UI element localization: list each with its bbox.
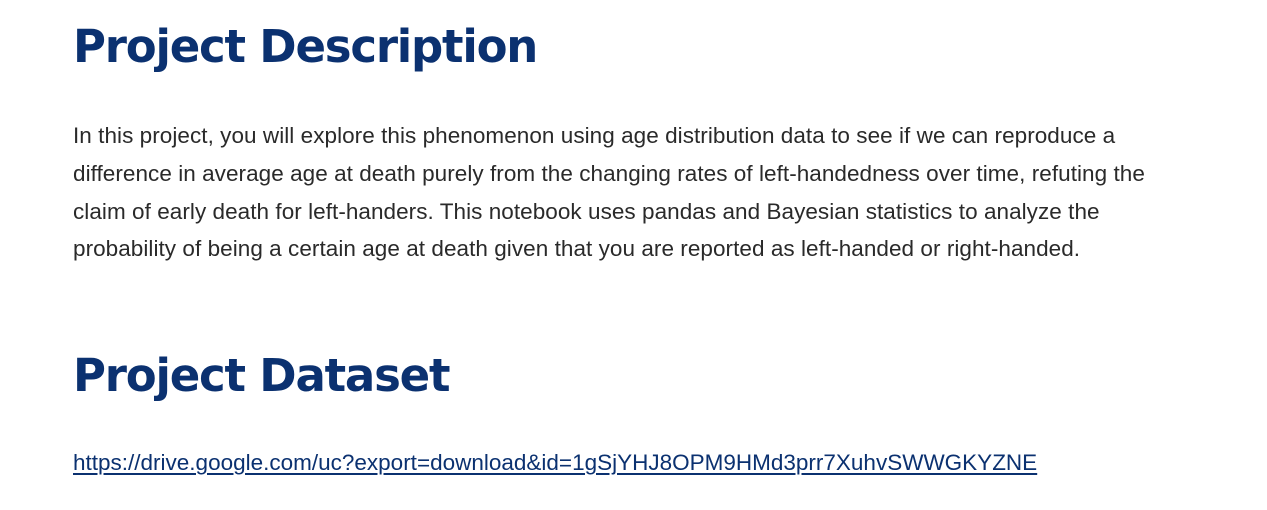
project-description-text: In this project, you will explore this p… bbox=[73, 123, 1145, 262]
project-dataset-heading: Project Dataset bbox=[73, 349, 451, 402]
dataset-download-link[interactable]: https://drive.google.com/uc?export=downl… bbox=[73, 450, 1038, 475]
project-description-heading: Project Description bbox=[73, 20, 538, 73]
